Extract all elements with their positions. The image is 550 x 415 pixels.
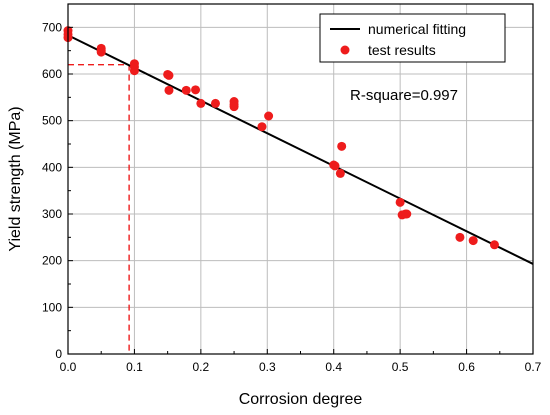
legend-label-numerical-fitting: numerical fitting — [368, 21, 466, 37]
y-tick-label: 100 — [42, 300, 62, 314]
data-point — [257, 122, 267, 132]
x-tick-label: 0.3 — [259, 360, 276, 374]
data-point — [164, 85, 174, 95]
y-tick-label: 0 — [55, 347, 62, 361]
x-tick-label: 0.5 — [392, 360, 409, 374]
axis-ticks: 0.0 0.1 0.2 0.3 0.4 0.5 0.6 0.7 0 100 200 300 400 500… — [42, 20, 542, 374]
y-tick-label: 200 — [42, 254, 62, 268]
data-point — [402, 209, 412, 219]
data-point — [264, 111, 274, 121]
legend-label-test-results: test results — [368, 42, 436, 58]
y-tick-label: 400 — [42, 160, 62, 174]
data-point — [181, 85, 191, 95]
x-tick-label: 0.6 — [458, 360, 475, 374]
legend: numerical fitting test results — [319, 13, 506, 63]
y-axis-title: Yield strength (MPa) — [7, 106, 24, 251]
data-point — [330, 161, 340, 171]
x-tick-label: 0.7 — [525, 360, 542, 374]
data-point — [129, 66, 139, 76]
legend-dot-swatch — [340, 45, 350, 55]
data-point — [395, 197, 405, 207]
legend-box — [319, 13, 506, 63]
reference-lines — [68, 63, 130, 354]
r-square-annotation: R-square=0.997 — [350, 87, 458, 104]
data-point — [196, 98, 206, 108]
fit-line-layer — [67, 34, 534, 265]
y-tick-label: 700 — [42, 20, 62, 34]
data-point — [229, 102, 239, 112]
data-point — [96, 47, 106, 57]
data-point — [337, 141, 347, 151]
data-point — [335, 168, 345, 178]
x-tick-label: 0.0 — [60, 360, 77, 374]
x-tick-label: 0.4 — [325, 360, 342, 374]
x-tick-label: 0.2 — [193, 360, 210, 374]
y-tick-label: 300 — [42, 207, 62, 221]
x-tick-label: 0.1 — [126, 360, 143, 374]
data-point — [164, 70, 174, 80]
data-point — [210, 98, 220, 108]
data-point — [455, 232, 465, 242]
fit-line — [67, 34, 534, 265]
data-point — [191, 85, 201, 95]
y-tick-label: 600 — [42, 67, 62, 81]
x-axis-title: Corrosion degree — [239, 391, 363, 408]
data-point — [489, 240, 499, 250]
y-tick-label: 500 — [42, 114, 62, 128]
data-point — [468, 236, 478, 246]
